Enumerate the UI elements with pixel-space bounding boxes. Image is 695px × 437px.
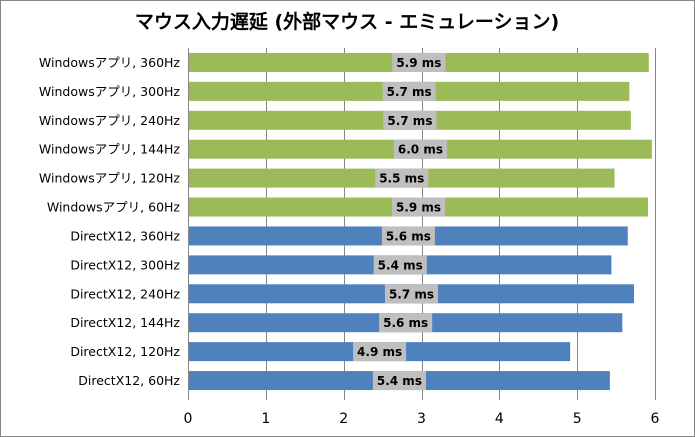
data-label-9: 5.6 ms <box>383 316 428 330</box>
x-tick-0: 0 <box>184 411 193 427</box>
data-label-6: 5.6 ms <box>386 229 431 243</box>
category-label-10: DirectX12, 120Hz <box>70 344 180 359</box>
x-tick-3: 3 <box>417 411 426 427</box>
category-label-2: Windowsアプリ, 240Hz <box>39 113 181 128</box>
data-label-box-9 <box>379 313 433 333</box>
data-label-10: 4.9 ms <box>357 345 402 359</box>
data-label-box-2 <box>383 110 437 130</box>
gridlines <box>188 48 656 400</box>
data-label-5: 5.9 ms <box>396 201 441 215</box>
bars <box>189 52 652 391</box>
data-label-7: 5.4 ms <box>378 258 423 272</box>
data-label-11: 5.4 ms <box>377 374 422 388</box>
x-tick-labels: 0 1 2 3 4 5 6 <box>184 411 660 427</box>
category-label-0: Windowsアプリ, 360Hz <box>39 55 181 70</box>
data-label-box-5 <box>391 197 446 217</box>
data-label-0: 5.9 ms <box>396 56 441 70</box>
category-label-6: DirectX12, 360Hz <box>70 228 180 243</box>
data-label-box-10 <box>353 342 407 362</box>
category-label-1: Windowsアプリ, 300Hz <box>39 84 181 99</box>
x-tick-2: 2 <box>339 411 348 427</box>
data-label-3: 6.0 ms <box>398 143 443 157</box>
x-tick-6: 6 <box>651 411 660 427</box>
x-tick-4: 4 <box>495 411 504 427</box>
data-label-8: 5.7 ms <box>389 287 434 301</box>
data-label-box-8 <box>384 284 439 304</box>
data-label-2: 5.7 ms <box>387 114 432 128</box>
category-label-4: Windowsアプリ, 120Hz <box>39 171 181 186</box>
data-label-box-3 <box>393 139 447 159</box>
category-label-9: DirectX12, 144Hz <box>70 315 180 330</box>
category-label-8: DirectX12, 240Hz <box>70 286 180 301</box>
category-label-3: Windowsアプリ, 144Hz <box>39 142 181 157</box>
category-labels: Windowsアプリ, 360Hz Windowsアプリ, 300Hz Window… <box>39 55 181 388</box>
data-label-box-6 <box>381 226 435 246</box>
data-label-1: 5.7 ms <box>387 85 432 99</box>
category-label-11: DirectX12, 60Hz <box>78 373 180 388</box>
chart-title: マウス入力遅延 (外部マウス - エミュレーション) <box>135 10 559 33</box>
data-labels: 5.9 ms 5.7 ms 5.7 ms 6.0 ms 5.5 ms 5.9 ms 5.6 … <box>353 52 447 391</box>
category-label-7: DirectX12, 300Hz <box>70 257 180 272</box>
data-label-4: 5.5 ms <box>379 172 424 186</box>
data-label-box-11 <box>372 371 426 391</box>
x-tick-5: 5 <box>573 411 582 427</box>
category-label-5: Windowsアプリ, 60Hz <box>47 200 181 215</box>
x-tick-1: 1 <box>261 411 270 427</box>
data-label-box-1 <box>382 81 436 101</box>
data-label-box-0 <box>392 52 446 72</box>
data-label-box-4 <box>375 168 429 188</box>
data-label-box-7 <box>373 255 427 275</box>
